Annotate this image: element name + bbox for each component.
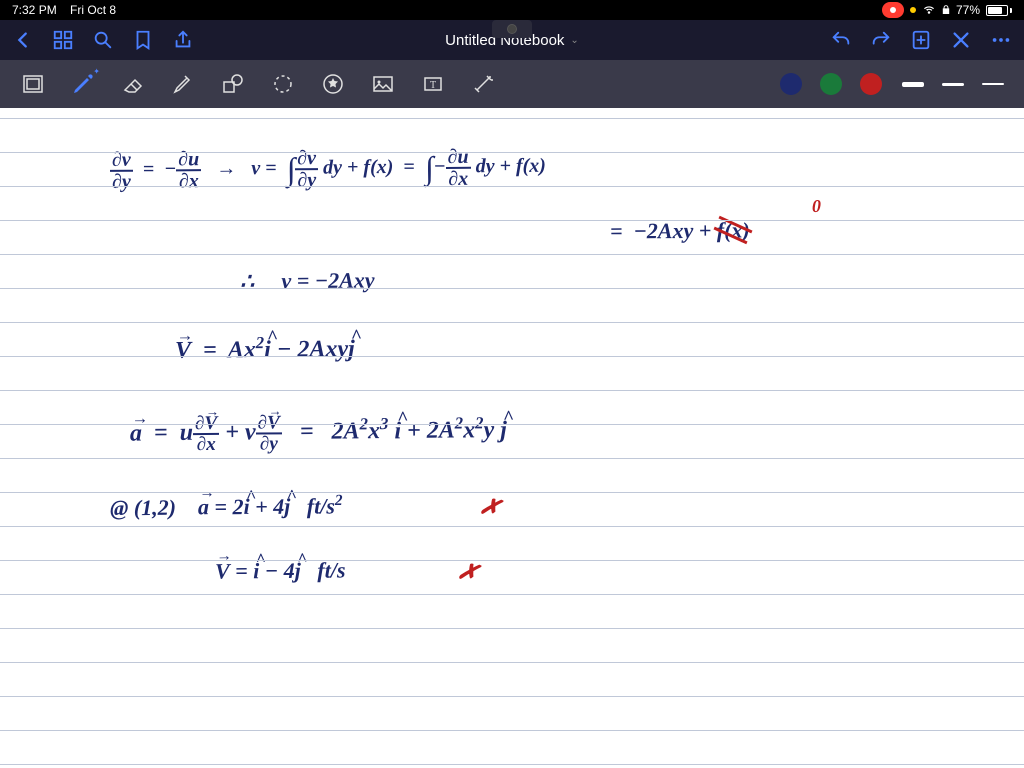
- add-page-icon[interactable]: [910, 29, 932, 51]
- ruled-line: [0, 220, 1024, 221]
- camera-notch: [492, 20, 532, 38]
- math-line-6-mark: ✗: [477, 491, 504, 524]
- share-icon[interactable]: [172, 29, 194, 51]
- math-line-5: a = u∂V∂x + v∂V∂y = 2A2x3 i + 2A2x2y j: [130, 411, 507, 455]
- ruled-line: [0, 730, 1024, 731]
- close-icon[interactable]: [950, 29, 972, 51]
- location-indicator: [910, 7, 916, 13]
- color-swatch[interactable]: [780, 73, 802, 95]
- status-date: Fri Oct 8: [70, 3, 116, 17]
- stroke-width-option[interactable]: [942, 83, 964, 86]
- ruled-line: [0, 152, 1024, 153]
- ruled-line: [0, 764, 1024, 765]
- battery-fill: [988, 7, 1002, 14]
- undo-icon[interactable]: [830, 29, 852, 51]
- recording-indicator[interactable]: [882, 2, 904, 18]
- math-line-3: ∴ v = −2Axy: [240, 267, 375, 294]
- notebook-canvas[interactable]: ∂v∂y = −∂u∂x → v = ∫∂v∂y dy + f(x) = ∫−∂…: [0, 108, 1024, 768]
- ruled-line: [0, 322, 1024, 323]
- highlighter-tool[interactable]: [170, 71, 196, 97]
- color-picker-group: [780, 73, 882, 95]
- math-line-4: V = Ax2i − 2Axyj: [175, 332, 355, 365]
- pen-tool[interactable]: ✦: [70, 71, 96, 97]
- grid-icon[interactable]: [52, 29, 74, 51]
- stamp-tool[interactable]: [320, 71, 346, 97]
- status-right: 77%: [882, 2, 1012, 18]
- color-swatch[interactable]: [860, 73, 882, 95]
- math-line-7: V = i − 4j ft/s: [215, 557, 346, 584]
- ruled-line: [0, 560, 1024, 561]
- drawing-toolbar: ✦ T: [0, 60, 1024, 108]
- ruled-line: [0, 662, 1024, 663]
- battery-percent: 77%: [956, 3, 980, 17]
- status-time-date: 7:32 PM Fri Oct 8: [12, 3, 116, 17]
- shapes-tool[interactable]: [220, 71, 246, 97]
- text-tool[interactable]: T: [420, 71, 446, 97]
- lasso-tool[interactable]: [270, 71, 296, 97]
- ruled-line: [0, 628, 1024, 629]
- wifi-icon: [922, 5, 936, 15]
- ruled-line: [0, 288, 1024, 289]
- template-tool[interactable]: [20, 71, 46, 97]
- bookmark-icon[interactable]: [132, 29, 154, 51]
- eraser-tool[interactable]: [120, 71, 146, 97]
- ruled-line: [0, 356, 1024, 357]
- image-tool[interactable]: [370, 71, 396, 97]
- math-line-6: @ (1,2) a = 2i + 4j ft/s2: [110, 492, 343, 521]
- color-swatch[interactable]: [820, 73, 842, 95]
- search-icon[interactable]: [92, 29, 114, 51]
- back-button[interactable]: [12, 29, 34, 51]
- status-time: 7:32 PM: [12, 3, 57, 17]
- status-bar: 7:32 PM Fri Oct 8 77%: [0, 0, 1024, 20]
- svg-text:T: T: [430, 80, 436, 91]
- ruled-line: [0, 492, 1024, 493]
- laser-tool[interactable]: [470, 71, 496, 97]
- ruled-line: [0, 390, 1024, 391]
- orientation-lock-icon: [942, 5, 950, 15]
- ruled-line: [0, 696, 1024, 697]
- ruled-line: [0, 594, 1024, 595]
- math-line-2-correction: 0: [812, 196, 821, 217]
- stroke-width-option[interactable]: [902, 82, 924, 87]
- ruled-line: [0, 424, 1024, 425]
- redo-icon[interactable]: [870, 29, 892, 51]
- ruled-line: [0, 254, 1024, 255]
- more-icon[interactable]: [990, 29, 1012, 51]
- stroke-picker-group: [902, 82, 1004, 87]
- stroke-width-option[interactable]: [982, 83, 1004, 85]
- ruled-line: [0, 458, 1024, 459]
- math-line-2: = −2Axy + f(x): [610, 217, 750, 244]
- ruled-line: [0, 118, 1024, 119]
- ruled-line: [0, 526, 1024, 527]
- ruled-line: [0, 186, 1024, 187]
- battery-icon: [986, 5, 1012, 16]
- chevron-down-icon: ⌄: [570, 35, 578, 46]
